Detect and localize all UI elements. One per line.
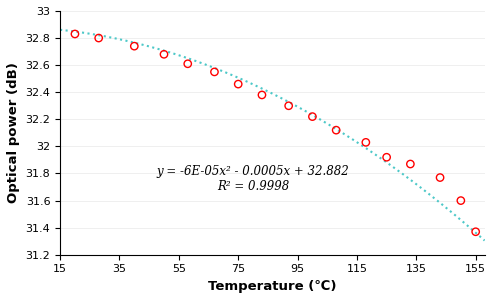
X-axis label: Temperature (℃): Temperature (℃) (208, 280, 336, 293)
Point (210, 70, 218, 74)
Point (457, 198, 465, 203)
Point (234, 82, 242, 86)
Point (184, 61, 192, 66)
Point (383, 155, 391, 160)
Point (71, 32, 79, 36)
Point (308, 114, 316, 119)
Text: y = -6E-05x² - 0.0005x + 32.882
R² = 0.9998: y = -6E-05x² - 0.0005x + 32.882 R² = 0.9… (157, 165, 349, 193)
Point (130, 44, 138, 49)
Point (160, 52, 168, 57)
Point (407, 162, 414, 167)
Point (258, 92, 266, 97)
Point (285, 103, 292, 108)
Point (362, 140, 370, 145)
Point (95, 36, 103, 40)
Point (332, 128, 340, 133)
Y-axis label: Optical power (dB): Optical power (dB) (7, 62, 20, 203)
Point (436, 175, 444, 180)
Point (472, 229, 480, 234)
